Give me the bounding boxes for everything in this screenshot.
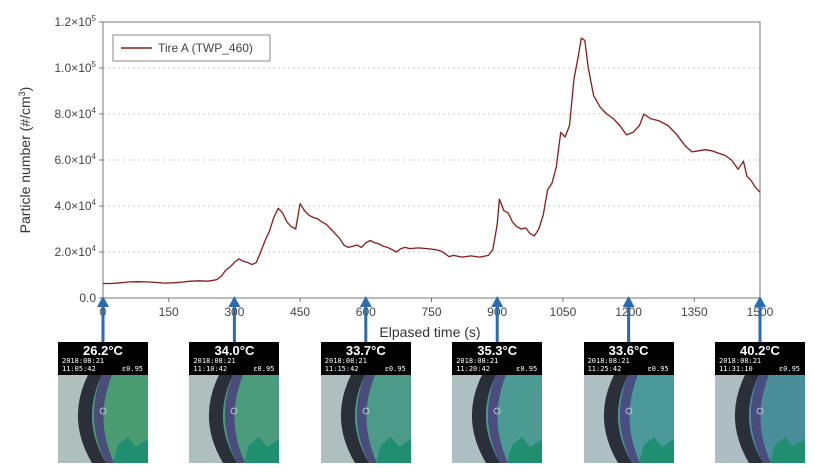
marker-arrow-head xyxy=(97,296,109,307)
thermal-header: 34.0°C 2018:08:21 11:10:42 ε0.95 xyxy=(189,342,280,375)
x-axis-title: Elpased time (s) xyxy=(379,324,480,340)
thermal-emissivity: ε0.95 xyxy=(778,365,800,373)
thermal-date: 2018:08:21 xyxy=(62,357,105,365)
thermal-image xyxy=(583,375,674,463)
thermal-date: 2018:08:21 xyxy=(719,357,762,365)
thermal-date: 2018:08:21 xyxy=(324,357,367,365)
marker-arrow-head xyxy=(622,296,635,307)
thermal-image xyxy=(452,375,543,463)
thermal-emissivity: ε0.95 xyxy=(253,365,275,373)
thermal-thumbnail: 33.6°C 2018:08:21 11:25:42 ε0.95 xyxy=(583,342,674,463)
y-axis-title-end: ) xyxy=(17,87,33,92)
y-tick-exponent: 5 xyxy=(92,60,97,69)
y-tick-label: 1.2×105 xyxy=(55,14,97,29)
marker-arrow-head xyxy=(491,296,504,307)
thermal-temperature: 40.2°C xyxy=(740,343,780,358)
thermal-image xyxy=(58,375,148,463)
thermal-header: 33.7°C 2018:08:21 11:15:42 ε0.95 xyxy=(320,342,411,375)
plot-frame xyxy=(102,21,761,299)
x-tick-label: 1050 xyxy=(550,305,577,319)
y-axis-ticks: 0.0 2.0×104 4.0×104 6.0×104 8.0×104 1.0×105 1.… xyxy=(55,14,103,305)
thermal-thumbnail: 26.2°C 2018:08:21 11:05:42 ε0.95 xyxy=(58,342,148,463)
legend: Tire A (TWP_460) xyxy=(112,34,271,62)
x-tick-label: 750 xyxy=(421,305,441,319)
thermal-emissivity: ε0.95 xyxy=(384,365,406,373)
y-axis-title: Particle number (#/cm3) xyxy=(17,87,33,234)
thermal-temperature: 33.6°C xyxy=(608,343,649,358)
thermal-temperature: 34.0°C xyxy=(214,343,255,358)
y-axis-title-main: Particle number (#/cm xyxy=(17,96,33,233)
thermal-time: 11:15:42 xyxy=(324,365,359,373)
thermal-image xyxy=(320,375,411,463)
thermal-header: 33.6°C 2018:08:21 11:25:42 ε0.95 xyxy=(583,342,674,375)
y-tick-exponent: 5 xyxy=(92,14,97,23)
y-tick-label: 1.0×105 xyxy=(55,60,97,75)
thermal-header: 40.2°C 2018:08:21 11:31:10 ε0.95 xyxy=(715,342,805,375)
y-tick-exponent: 4 xyxy=(92,244,97,253)
thermal-temperature: 33.7°C xyxy=(345,343,386,358)
thermal-time: 11:25:42 xyxy=(587,365,622,373)
thermal-header: 35.3°C 2018:08:21 11:20:42 ε0.95 xyxy=(452,342,543,375)
thermal-time: 11:31:10 xyxy=(719,365,753,373)
y-tick-label: 4.0×104 xyxy=(55,198,97,213)
thermal-time: 11:20:42 xyxy=(456,365,490,373)
thermal-temperature: 26.2°C xyxy=(83,343,123,358)
thermal-date: 2018:08:21 xyxy=(456,357,499,365)
thermal-header: 26.2°C 2018:08:21 11:05:42 ε0.95 xyxy=(58,342,148,375)
y-tick-exponent: 4 xyxy=(92,106,97,115)
series-line-tire-a xyxy=(103,37,761,285)
y-tick-label: 0.0 xyxy=(79,291,96,305)
time-markers xyxy=(97,296,766,342)
x-tick-label: 150 xyxy=(159,305,179,319)
thermal-date: 2018:08:21 xyxy=(587,357,630,365)
y-tick-exponent: 4 xyxy=(92,152,97,161)
y-tick-label: 6.0×104 xyxy=(55,152,97,167)
thermal-thumbnail: 40.2°C 2018:08:21 11:31:10 ε0.95 xyxy=(715,342,805,463)
marker-arrow-head xyxy=(359,296,372,307)
thermal-image xyxy=(189,375,280,463)
y-tick-exponent: 4 xyxy=(92,198,97,207)
thermal-temperature: 35.3°C xyxy=(477,343,518,358)
thermal-thumbnail: 35.3°C 2018:08:21 11:20:42 ε0.95 xyxy=(452,342,543,463)
y-axis-title-sup: 3 xyxy=(17,91,27,96)
thermal-time: 11:10:42 xyxy=(193,365,228,373)
y-tick-label: 2.0×104 xyxy=(55,244,97,259)
marker-arrow-head xyxy=(754,296,766,307)
thermal-time: 11:05:42 xyxy=(62,365,96,373)
x-tick-label: 450 xyxy=(290,305,310,319)
thermal-thumbnail: 33.7°C 2018:08:21 11:15:42 ε0.95 xyxy=(320,342,411,463)
x-tick-label: 1350 xyxy=(681,305,708,319)
thermal-thumbnail: 34.0°C 2018:08:21 11:10:42 ε0.95 xyxy=(189,342,280,463)
y-tick-label: 8.0×104 xyxy=(55,106,97,121)
thermal-emissivity: ε0.95 xyxy=(516,365,538,373)
grid-lines xyxy=(103,67,760,253)
thermal-image xyxy=(715,375,805,463)
thermal-emissivity: ε0.95 xyxy=(647,365,669,373)
thermal-emissivity: ε0.95 xyxy=(121,365,143,373)
legend-label: Tire A (TWP_460) xyxy=(158,41,253,55)
marker-arrow-head xyxy=(228,296,241,307)
thermal-date: 2018:08:21 xyxy=(193,357,236,365)
x-axis-ticks: 01503004506007509001050120013501500 xyxy=(100,298,774,319)
